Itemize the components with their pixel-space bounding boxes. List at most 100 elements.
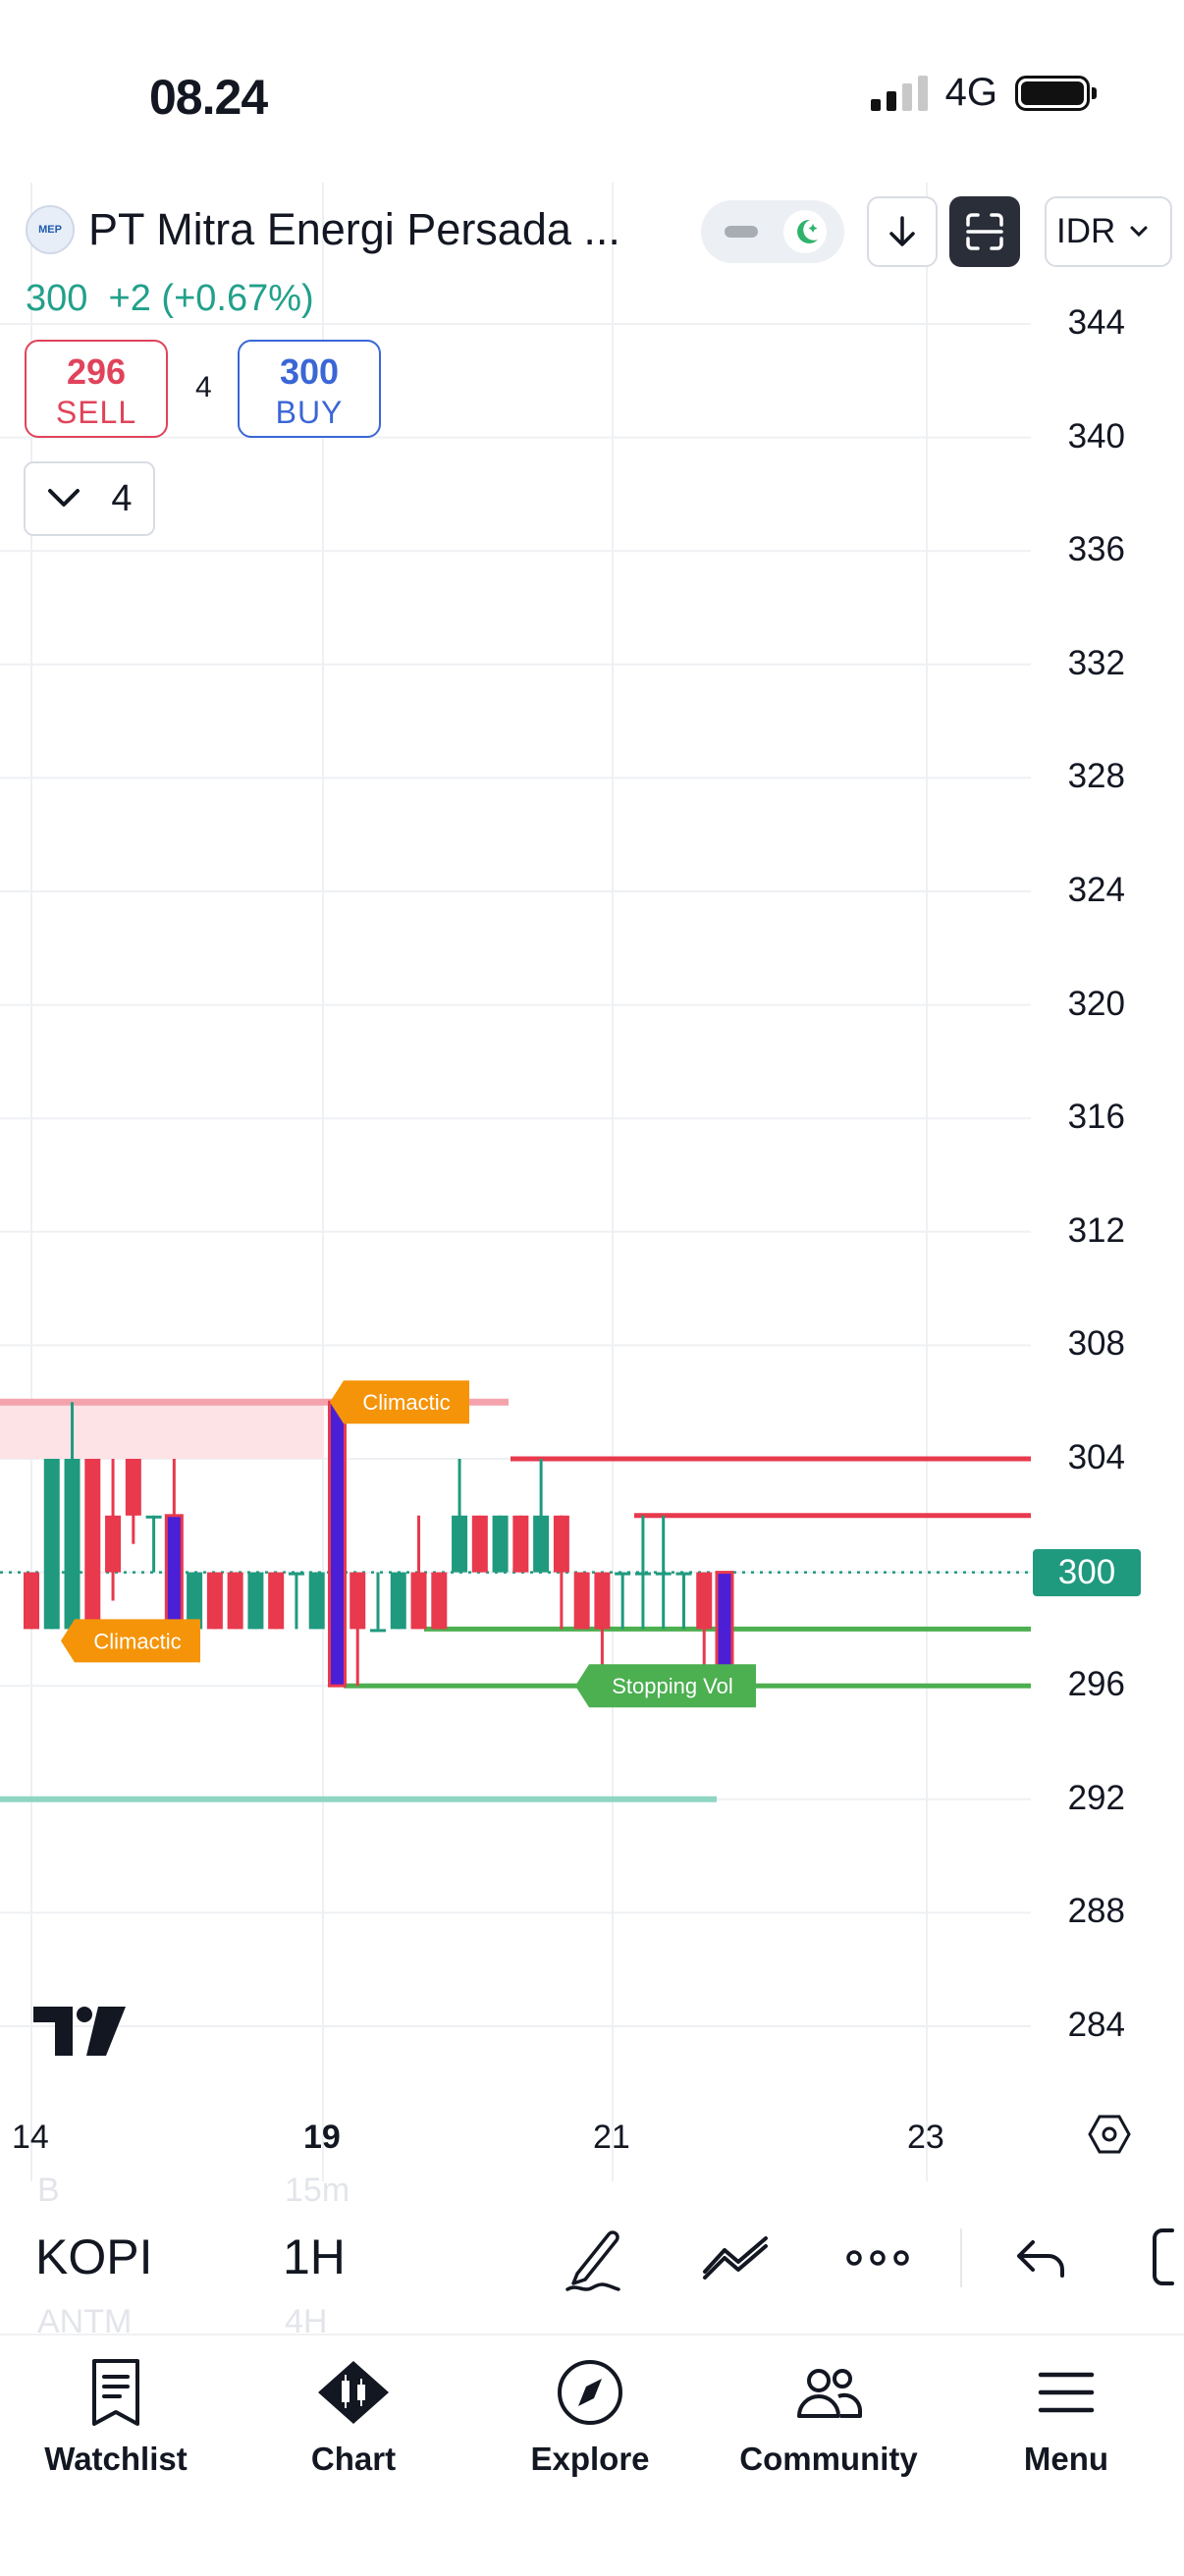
annotation-text: Stopping Vol — [612, 1674, 733, 1698]
price-tick-label: 320 — [1067, 984, 1125, 1023]
tab-label: Chart — [310, 2441, 397, 2477]
moon-toggle-knob — [783, 210, 827, 253]
candle-body — [594, 1572, 611, 1630]
battery-icon — [1015, 75, 1097, 111]
candle-body — [553, 1515, 569, 1573]
currency-label: IDR — [1056, 212, 1116, 250]
symbol-selector[interactable]: KOPI — [35, 2229, 153, 2284]
price-tick-label: 312 — [1067, 1210, 1125, 1250]
price-tick-label: 284 — [1067, 2006, 1125, 2044]
sell-label: SELL — [55, 395, 137, 430]
menu-icon — [1038, 2372, 1095, 2413]
chevron-down-icon — [48, 489, 81, 507]
annotation-tag-shape — [61, 1619, 200, 1663]
candle-body — [410, 1572, 427, 1630]
symbol-name[interactable]: PT Mitra Energi Persada ... — [88, 204, 620, 254]
time-tick-label: 21 — [593, 2119, 630, 2156]
annotation-tag: Climactic — [61, 1619, 200, 1663]
scroll-to-latest-button[interactable] — [867, 196, 938, 267]
signal-candle — [164, 1514, 184, 1631]
tab-chart[interactable]: Chart — [245, 2348, 461, 2478]
time-tick-label: 14 — [12, 2119, 49, 2156]
price-tick-label: 288 — [1067, 1892, 1125, 1931]
candle-body — [696, 1572, 713, 1630]
bottom-tab-bar — [0, 2334, 1184, 2576]
tab-watchlist[interactable]: Watchlist — [8, 2348, 224, 2478]
time-tick-label: 23 — [907, 2119, 944, 2156]
candle-body — [634, 1572, 651, 1576]
price-tick-label: 344 — [1067, 303, 1125, 342]
tab-explore[interactable]: Explore — [482, 2348, 698, 2478]
drawing-tools-icon[interactable] — [699, 2221, 774, 2295]
price-tick-label: 308 — [1067, 1324, 1125, 1364]
candle-body — [573, 1572, 590, 1630]
arrow-down-icon — [889, 216, 915, 246]
annotation-tag-shape — [330, 1380, 469, 1424]
status-icons: 4G — [870, 71, 1097, 115]
annotation-tag: Climactic — [330, 1380, 469, 1424]
candle-body — [533, 1515, 550, 1573]
community-icon — [797, 2369, 863, 2418]
status-time: 08.24 — [149, 70, 268, 125]
interval-prev[interactable]: 15m — [285, 2172, 350, 2209]
candle-body — [268, 1572, 285, 1630]
tab-menu[interactable]: Menu — [958, 2348, 1174, 2478]
last-price: 300 — [26, 278, 88, 319]
candle-body — [471, 1515, 488, 1573]
candle-body — [187, 1572, 203, 1630]
sell-button[interactable]: 296 SELL — [25, 340, 168, 438]
candle-body — [64, 1459, 81, 1630]
tab-community[interactable]: Community — [721, 2348, 937, 2478]
time-tick-label: 19 — [303, 2119, 341, 2156]
chart-settings-icon[interactable] — [1088, 2113, 1131, 2161]
quote-line: 300 +2 (+0.67%) — [26, 278, 314, 320]
buy-label: BUY — [275, 395, 344, 430]
candle-body — [145, 1515, 162, 1519]
price-tick-label: 304 — [1067, 1438, 1125, 1476]
undo-icon[interactable] — [1005, 2221, 1080, 2295]
symbol-prev[interactable]: B — [37, 2172, 60, 2209]
candle-body — [370, 1629, 386, 1633]
signal-icon — [870, 75, 928, 111]
signal-candle — [327, 1400, 347, 1688]
chart-icon — [318, 2361, 389, 2424]
compass-icon — [558, 2360, 622, 2425]
more-icon[interactable] — [840, 2221, 915, 2295]
fullscreen-icon — [966, 213, 1003, 250]
candle-body — [431, 1572, 448, 1630]
sun-toggle-icon — [725, 226, 758, 238]
candle-body — [615, 1572, 631, 1576]
symbol-header[interactable]: MEP PT Mitra Energi Persada ... — [26, 204, 620, 255]
candle-body — [350, 1572, 366, 1630]
price-tick-label: 316 — [1067, 1098, 1125, 1137]
candle-body — [43, 1459, 60, 1630]
candle-body — [655, 1572, 672, 1576]
candle-body — [125, 1459, 141, 1516]
buy-price: 300 — [279, 351, 340, 392]
annotation-tag-shape — [575, 1664, 756, 1708]
candle-body — [492, 1515, 509, 1573]
indicator-count: 4 — [111, 477, 133, 519]
currency-select[interactable]: IDR — [1045, 196, 1172, 267]
climactic-zone — [0, 1402, 324, 1459]
fullscreen-button[interactable] — [949, 196, 1020, 267]
sell-price: 296 — [66, 351, 127, 392]
price-tick-label: 328 — [1067, 757, 1125, 796]
annotation-tag: Stopping Vol — [575, 1664, 756, 1708]
theme-toggle[interactable] — [701, 200, 844, 263]
chevron-down-icon — [1130, 226, 1148, 238]
interval-selector[interactable]: 1H — [283, 2229, 346, 2284]
candle-body — [24, 1572, 39, 1630]
annotation-text: Climactic — [93, 1629, 181, 1653]
candle-body — [105, 1515, 122, 1573]
annotation-text: Climactic — [362, 1390, 450, 1415]
indicators-collapse-button[interactable]: 4 — [24, 461, 155, 536]
candle-body — [247, 1572, 264, 1630]
tab-label: Explore — [530, 2441, 650, 2477]
draw-pen-icon[interactable] — [558, 2221, 632, 2295]
price-chart[interactable]: Climactic Climactic Stopping Vol — [0, 183, 1184, 2181]
candle-body — [84, 1459, 101, 1630]
redo-icon[interactable] — [1149, 2221, 1184, 2295]
buy-button[interactable]: 300 BUY — [238, 340, 381, 438]
tradingview-logo — [33, 2007, 126, 2056]
